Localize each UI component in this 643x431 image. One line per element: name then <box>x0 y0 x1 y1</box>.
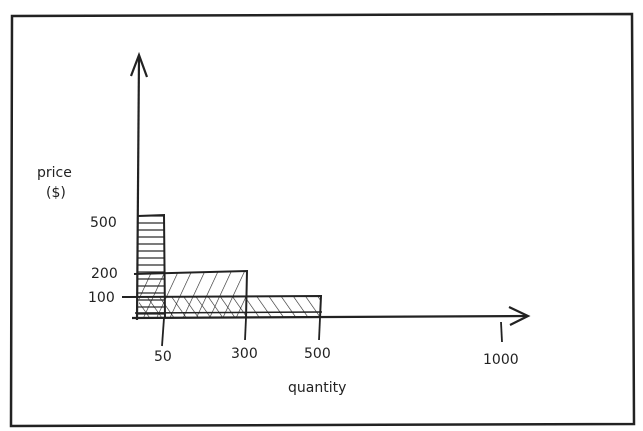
block-500-100-outline <box>121 294 323 319</box>
x-tick-50 <box>161 317 165 347</box>
y-axis <box>135 55 141 321</box>
x-axis-label-quantity: quantity <box>288 380 346 396</box>
x-axis <box>131 314 528 320</box>
y-tick-label-500: 500 <box>90 215 117 231</box>
x-tick-label-500: 500 <box>304 346 331 362</box>
y-axis-label-price: price <box>37 165 72 181</box>
frame-border <box>9 12 636 428</box>
blocks-baseline <box>134 311 323 314</box>
block-500-100 <box>139 296 321 318</box>
y-axis-arrowhead <box>129 51 149 78</box>
x-tick-1000 <box>500 321 503 343</box>
x-tick-500 <box>318 317 321 341</box>
y-axis-label-unit: ($) <box>46 185 66 201</box>
x-tick-300 <box>244 317 247 341</box>
y-tick-label-100: 100 <box>88 290 115 306</box>
x-axis-arrowhead <box>508 306 531 326</box>
y-tick-label-200: 200 <box>91 266 118 282</box>
x-tick-label-1000: 1000 <box>483 352 519 368</box>
x-tick-label-300: 300 <box>231 346 258 362</box>
x-tick-label-50: 50 <box>154 349 172 365</box>
